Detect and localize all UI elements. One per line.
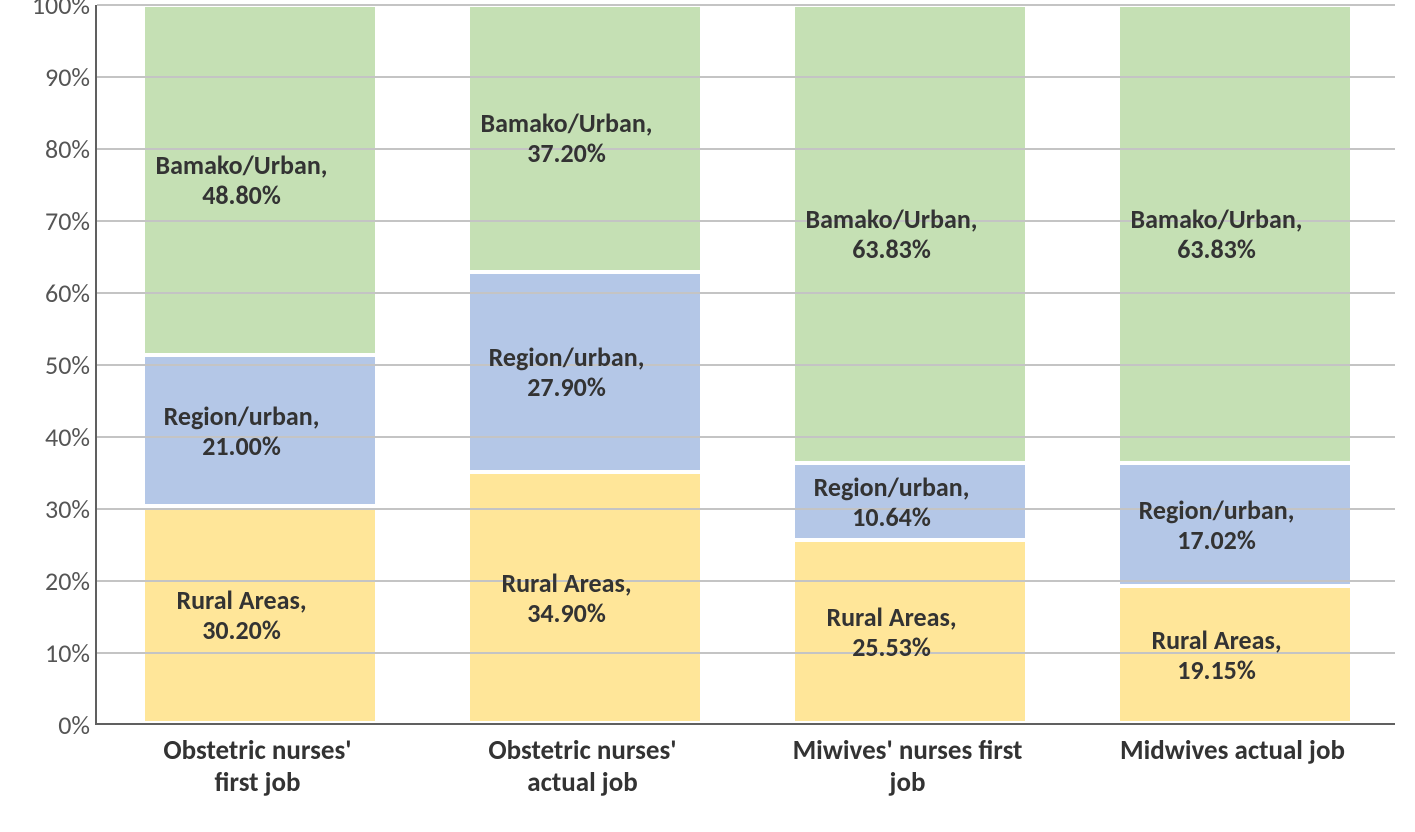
- stacked-bar-chart: Rural Areas,30.20% Region/urban,21.00% Bam…: [0, 0, 1415, 832]
- gridline: [97, 76, 1395, 78]
- y-tick-label: 70%: [0, 205, 90, 237]
- data-label: Bamako/Urban,63.83%: [806, 205, 978, 265]
- y-tick-label: 80%: [0, 133, 90, 165]
- y-tick-label: 50%: [0, 349, 90, 381]
- data-label: Region/urban,21.00%: [164, 402, 320, 462]
- y-tick-label: 60%: [0, 277, 90, 309]
- gridline: [97, 4, 1395, 6]
- x-category-label-line2: actual job: [527, 766, 637, 799]
- x-category-label-line2: job: [890, 766, 926, 799]
- y-tick-label: 0%: [0, 709, 90, 741]
- y-tick-label: 100%: [0, 0, 90, 21]
- data-label: Bamako/Urban,37.20%: [481, 109, 653, 169]
- y-tick-label: 20%: [0, 565, 90, 597]
- y-tick-label: 10%: [0, 637, 90, 669]
- gridline: [97, 580, 1395, 582]
- x-category-label-line1: Obstetric nurses': [163, 734, 351, 767]
- plot-area: Rural Areas,30.20% Region/urban,21.00% Bam…: [95, 5, 1395, 725]
- x-category-label: Miwives' nurses firstjob: [745, 735, 1070, 800]
- x-category-label-line1: Obstetric nurses': [488, 734, 676, 767]
- x-category-label-line2: first job: [214, 766, 300, 799]
- data-label: Rural Areas,25.53%: [826, 603, 956, 663]
- x-category-label: Obstetric nurses'first job: [95, 735, 420, 800]
- x-category-label-line1: Miwives' nurses first: [793, 734, 1023, 767]
- x-axis-labels: Obstetric nurses'first jobObstetric nurs…: [95, 727, 1395, 827]
- y-tick-label: 40%: [0, 421, 90, 453]
- x-category-label: Obstetric nurses'actual job: [420, 735, 745, 800]
- x-category-label: Midwives actual job: [1070, 735, 1395, 767]
- data-label: Rural Areas,19.15%: [1151, 626, 1281, 686]
- x-category-label-line1: Midwives actual job: [1120, 734, 1345, 767]
- data-label: Bamako/Urban,63.83%: [1131, 205, 1303, 265]
- data-label: Region/urban,27.90%: [489, 343, 645, 403]
- data-label: Bamako/Urban,48.80%: [156, 151, 328, 211]
- data-label: Region/urban,10.64%: [814, 473, 970, 533]
- gridline: [97, 364, 1395, 366]
- y-tick-label: 90%: [0, 61, 90, 93]
- data-label: Rural Areas,34.90%: [501, 569, 631, 629]
- gridline: [97, 292, 1395, 294]
- data-label: Rural Areas,30.20%: [176, 586, 306, 646]
- data-label: Region/urban,17.02%: [1139, 496, 1295, 556]
- y-tick-label: 30%: [0, 493, 90, 525]
